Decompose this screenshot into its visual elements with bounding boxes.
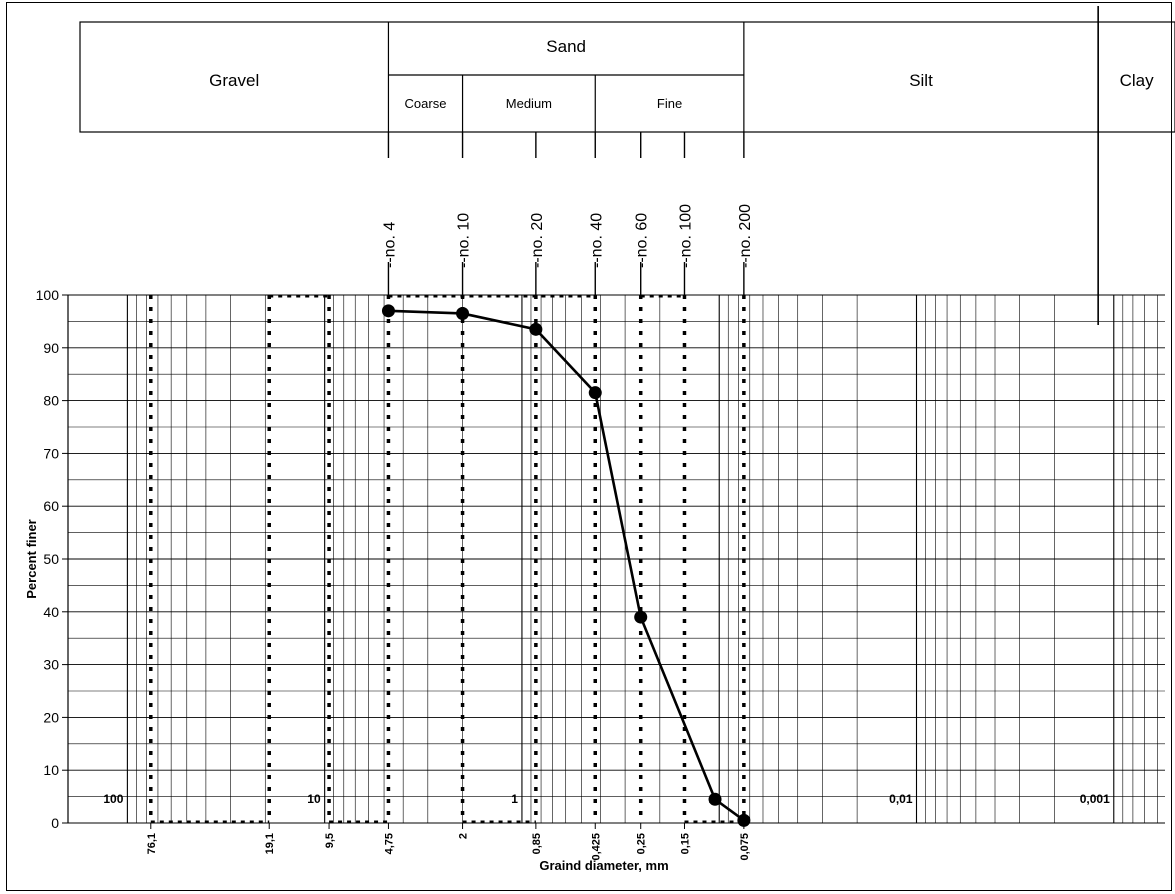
- x-tick-label: 9,5: [324, 833, 336, 848]
- x-tick-label: 0,425: [590, 833, 602, 861]
- decade-label: 100: [103, 792, 123, 806]
- y-tick-label: 70: [43, 445, 59, 461]
- figure-frame: [6, 2, 1172, 891]
- decade-label: 1: [511, 792, 518, 806]
- sieve-label: --no. 10: [456, 213, 473, 268]
- x-tick-label: 0,85: [531, 833, 543, 854]
- band-label-silt: Silt: [909, 71, 933, 90]
- x-tick-label: 4,75: [383, 833, 395, 854]
- y-tick-label: 80: [43, 393, 59, 409]
- sieve-label: --no. 4: [381, 222, 398, 268]
- y-tick-label: 100: [36, 287, 60, 303]
- data-point: [529, 322, 543, 336]
- y-axis-title: Percent finer: [24, 519, 39, 598]
- x-tick-label: 2: [458, 833, 470, 839]
- y-tick-label: 30: [43, 657, 59, 673]
- data-point: [708, 792, 722, 806]
- sieve-label: --no. 40: [588, 213, 605, 268]
- x-tick-label: 19,1: [264, 833, 276, 854]
- x-tick-label: 0,25: [636, 833, 648, 854]
- x-tick-label: 0,15: [679, 833, 691, 854]
- sieve-label: --no. 60: [634, 213, 651, 268]
- y-tick-label: 50: [43, 551, 59, 567]
- sieve-label: --no. 200: [737, 204, 754, 268]
- x-tick-label: 0,075: [739, 833, 751, 861]
- decade-label: 0,01: [889, 792, 913, 806]
- x-tick-label: 76,1: [146, 833, 158, 854]
- y-tick-label: 0: [51, 815, 59, 831]
- subband-label-fine: Fine: [657, 96, 682, 111]
- data-point: [634, 610, 648, 624]
- band-label-gravel: Gravel: [209, 71, 259, 90]
- x-axis-title: Graind diameter, mm: [539, 858, 668, 873]
- y-tick-label: 10: [43, 762, 59, 778]
- classification-box: [79, 21, 1175, 133]
- data-point: [456, 306, 470, 320]
- decade-label: 0,001: [1080, 792, 1110, 806]
- band-label-clay: Clay: [1120, 71, 1155, 90]
- data-point: [737, 813, 751, 827]
- decade-label: 10: [307, 792, 321, 806]
- y-tick-label: 40: [43, 604, 59, 620]
- sieve-label: --no. 20: [529, 213, 546, 268]
- band-label-sand: Sand: [546, 37, 586, 56]
- data-point: [588, 386, 602, 400]
- y-tick-label: 90: [43, 340, 59, 356]
- data-point: [381, 304, 395, 318]
- y-tick-label: 60: [43, 498, 59, 514]
- sieve-label: --no. 100: [677, 204, 694, 268]
- y-tick-label: 20: [43, 709, 59, 725]
- subband-label-medium: Medium: [506, 96, 552, 111]
- subband-label-coarse: Coarse: [405, 96, 447, 111]
